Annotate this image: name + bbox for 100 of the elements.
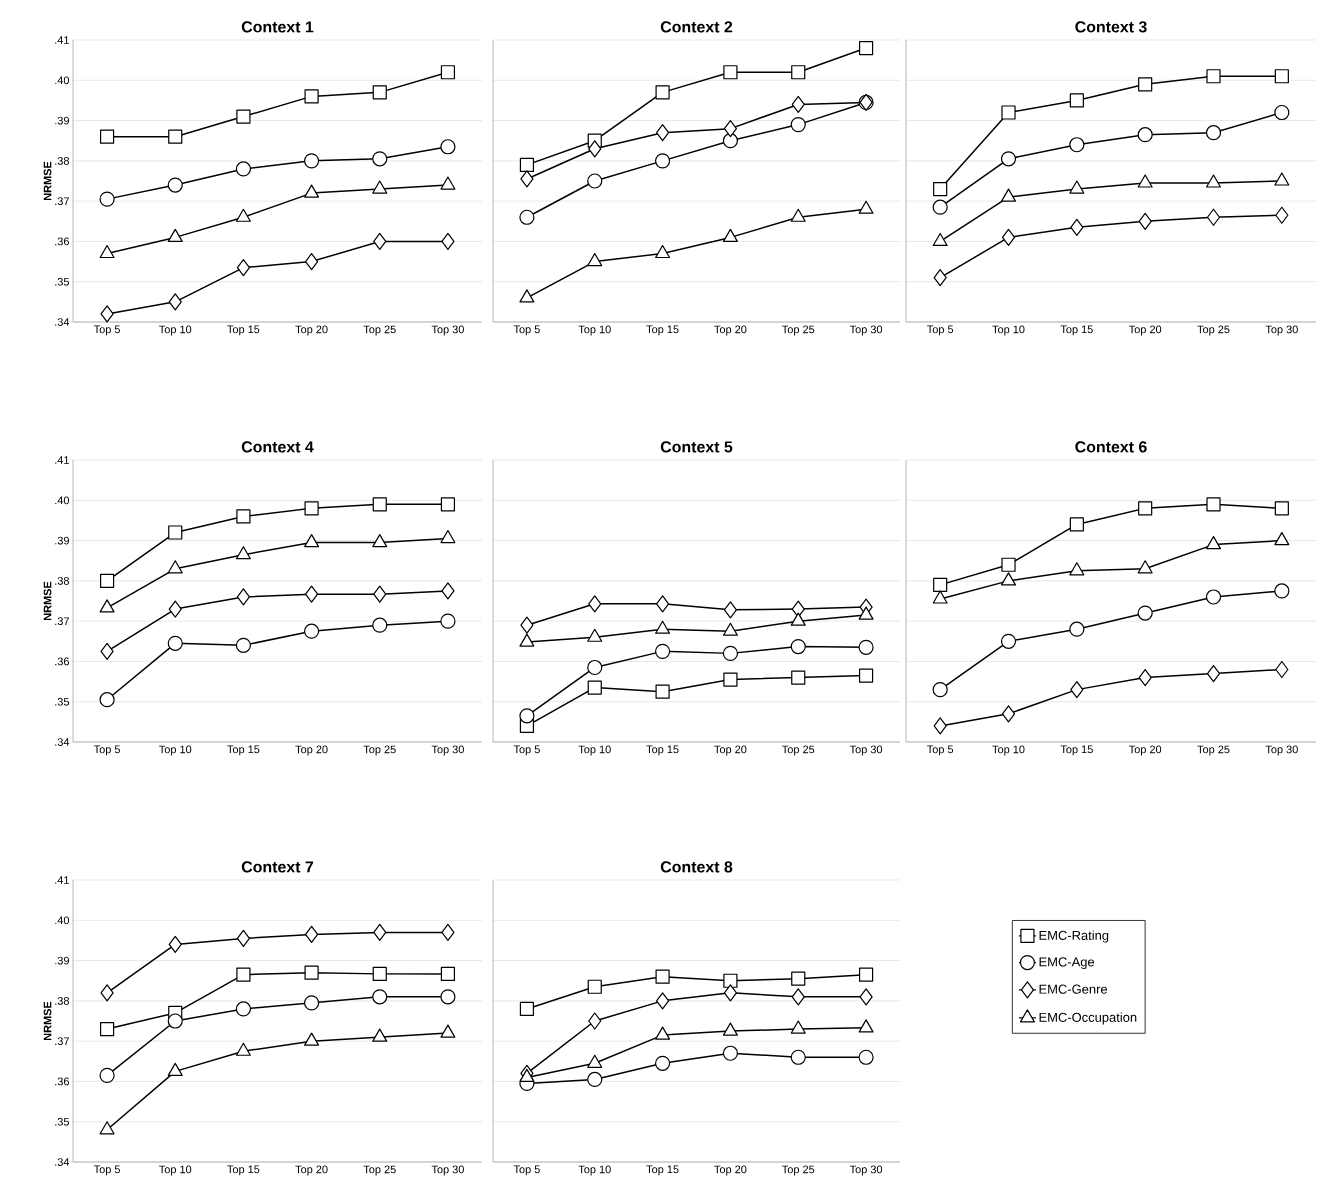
point [791, 600, 805, 618]
chart-title: Context 5 [660, 441, 733, 453]
chart-title: Context 2 [660, 21, 733, 33]
x-tick-label: Top 5 [927, 325, 954, 336]
point [1274, 501, 1289, 516]
point [723, 65, 738, 80]
point [236, 588, 251, 606]
x-tick-label: Top 20 [714, 1165, 747, 1176]
point [858, 967, 874, 982]
point [791, 670, 806, 685]
point [1275, 660, 1289, 679]
point [519, 209, 535, 225]
point [1069, 180, 1085, 194]
point [99, 129, 115, 144]
x-tick-label: Top 10 [159, 745, 192, 756]
y-tick-label: .38 [55, 576, 69, 585]
point [1069, 93, 1084, 108]
point [440, 65, 456, 80]
point [235, 208, 251, 222]
point [790, 612, 806, 626]
y-tick-label: .40 [55, 916, 70, 925]
point [654, 1055, 671, 1071]
point [858, 639, 874, 655]
point [588, 1012, 602, 1030]
point [372, 989, 388, 1005]
point [440, 613, 456, 629]
x-tick-label: Top 30 [1265, 745, 1298, 756]
point [791, 971, 806, 986]
x-tick-label: Top 10 [578, 325, 611, 336]
x-tick-label: Top 15 [1060, 325, 1093, 336]
x-tick-label: Top 20 [295, 745, 328, 756]
point [790, 1020, 806, 1034]
x-tick-label: Top 15 [646, 1165, 679, 1176]
point [168, 600, 182, 618]
y-axis-title: NRMSE [43, 581, 52, 621]
point [1000, 188, 1017, 202]
point [372, 497, 387, 512]
point [1137, 605, 1153, 621]
x-tick-label: Top 5 [513, 325, 540, 336]
point [236, 259, 251, 277]
y-tick-label: .40 [55, 76, 70, 85]
point [722, 1045, 739, 1061]
point [655, 1026, 671, 1040]
point [235, 637, 252, 653]
point [588, 140, 602, 158]
point [519, 1001, 535, 1017]
y-tick-label: .36 [55, 237, 69, 246]
point [791, 95, 805, 114]
point [373, 585, 387, 603]
point [1138, 212, 1152, 230]
point [373, 232, 387, 251]
point [236, 967, 251, 982]
point [100, 984, 114, 1002]
point [372, 533, 388, 548]
x-tick-label: Top 15 [646, 745, 679, 756]
x-tick-label: Top 25 [363, 325, 396, 336]
x-tick-label: Top 5 [93, 1165, 121, 1176]
x-tick-label: Top 25 [1197, 325, 1230, 336]
point [303, 623, 320, 639]
chart-title: Context 8 [660, 861, 733, 873]
point [1274, 172, 1290, 186]
point [654, 643, 671, 659]
x-tick-label: Top 25 [1197, 745, 1230, 756]
point [722, 228, 738, 242]
point [791, 65, 806, 80]
point [932, 590, 948, 604]
y-tick-label: .34 [55, 738, 70, 746]
point [167, 177, 183, 193]
x-tick-label: Top 30 [849, 745, 883, 756]
point [304, 1032, 320, 1046]
y-tick-label: .39 [55, 956, 69, 965]
x-tick-label: Top 25 [363, 745, 396, 756]
point [1069, 517, 1084, 532]
x-tick-label: Top 20 [295, 325, 328, 336]
y-tick-label: .34 [55, 1158, 70, 1166]
point [373, 923, 387, 941]
point [236, 509, 251, 524]
point [441, 232, 455, 251]
point [723, 672, 738, 687]
point [1137, 174, 1153, 188]
y-axis-title: NRMSE [43, 161, 52, 201]
chart-title: Context 7 [241, 861, 314, 873]
point [723, 984, 738, 1002]
point [932, 682, 948, 698]
chart-title: Context 3 [1075, 21, 1147, 33]
point [723, 973, 738, 988]
point [722, 645, 739, 661]
point [100, 305, 114, 323]
point [1205, 174, 1222, 188]
point [858, 668, 874, 683]
y-axis-title: NRMSE [43, 1001, 52, 1041]
point [440, 497, 456, 512]
point [1001, 705, 1016, 723]
point [858, 40, 874, 56]
y-tick-label: .37 [55, 197, 69, 206]
y-tick-label: .37 [55, 1037, 69, 1046]
point [1274, 69, 1289, 84]
point [235, 161, 252, 177]
point [167, 1062, 183, 1076]
point [1137, 127, 1153, 143]
